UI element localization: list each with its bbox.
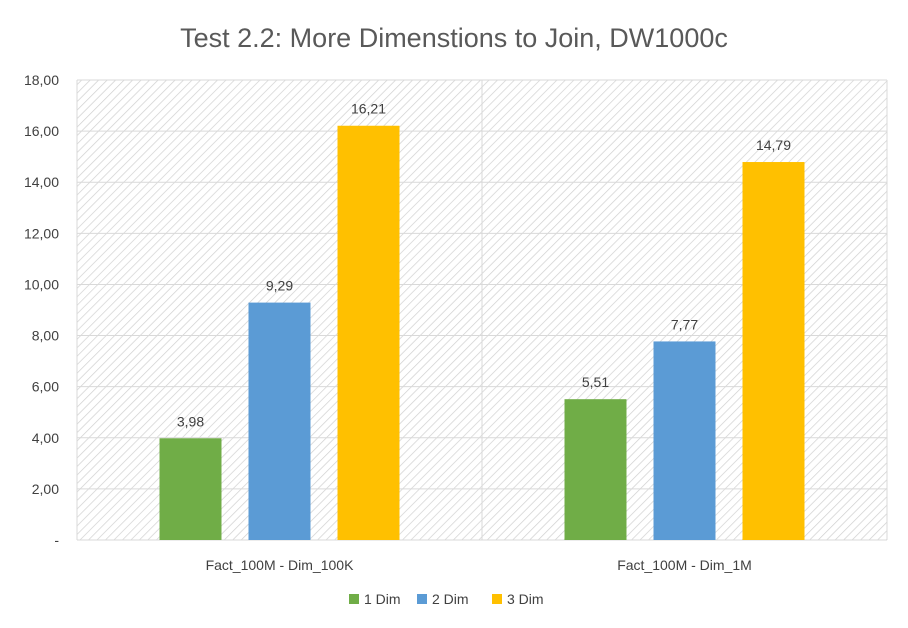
category-label: Fact_100M - Dim_100K <box>206 557 355 573</box>
y-tick-label: 8,00 <box>32 328 59 344</box>
plot-area: - 2,00 4,00 6,00 8,00 10,00 12,00 14,00 16,00 18,… <box>24 72 888 573</box>
legend-item: 3 Dim <box>492 591 544 607</box>
bar <box>159 438 222 540</box>
bar <box>653 341 716 540</box>
bar <box>337 125 400 540</box>
legend-swatch <box>417 594 427 604</box>
legend: 1 Dim 2 Dim 3 Dim <box>349 591 544 607</box>
legend-label: 2 Dim <box>432 591 469 607</box>
y-tick-label: 14,00 <box>24 174 59 190</box>
data-label: 5,51 <box>582 374 609 390</box>
category-label: Fact_100M - Dim_1M <box>617 557 752 573</box>
bar <box>248 302 311 540</box>
data-label: 16,21 <box>351 101 386 117</box>
data-label: 14,79 <box>756 137 791 153</box>
chart-title: Test 2.2: More Dimenstions to Join, DW10… <box>180 23 728 53</box>
legend-label: 3 Dim <box>507 591 544 607</box>
bar <box>742 162 805 541</box>
y-tick-label: 12,00 <box>24 225 59 241</box>
legend-item: 2 Dim <box>417 591 469 607</box>
y-tick-label: 4,00 <box>32 430 59 446</box>
y-tick-label: 18,00 <box>24 72 59 88</box>
y-tick-label: 6,00 <box>32 379 59 395</box>
legend-label: 1 Dim <box>364 591 401 607</box>
legend-swatch <box>492 594 502 604</box>
y-tick-label: 16,00 <box>24 123 59 139</box>
y-tick-label: 2,00 <box>32 481 59 497</box>
y-tick-label: 10,00 <box>24 276 59 292</box>
data-label: 9,29 <box>266 278 293 294</box>
bar <box>564 399 627 540</box>
data-label: 7,77 <box>671 316 698 332</box>
legend-item: 1 Dim <box>349 591 401 607</box>
legend-swatch <box>349 594 359 604</box>
y-tick-label: - <box>54 532 59 548</box>
data-label: 3,98 <box>177 413 204 429</box>
